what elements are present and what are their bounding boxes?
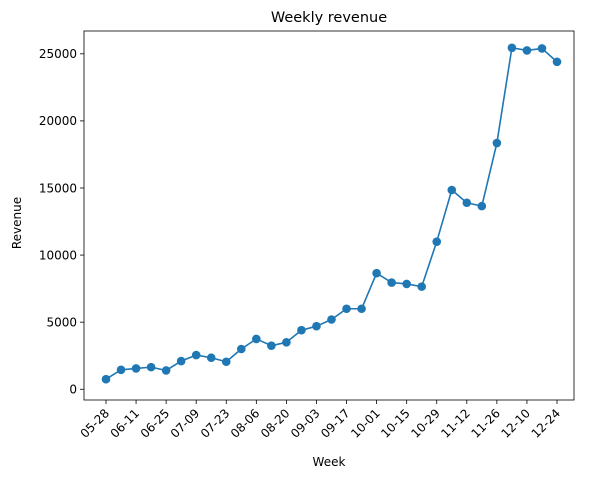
x-tick-label: 11-26: [468, 406, 503, 441]
data-point: [402, 280, 411, 289]
data-point: [387, 278, 396, 287]
x-tick-label: 05-28: [78, 406, 113, 441]
data-point: [508, 43, 517, 52]
data-point: [553, 58, 562, 67]
x-tick-label: 12-24: [529, 406, 564, 441]
data-point: [478, 202, 487, 211]
x-tick-label: 10-01: [348, 406, 383, 441]
data-point: [267, 341, 276, 350]
data-point: [493, 139, 502, 148]
x-tick-label: 07-23: [198, 406, 233, 441]
data-point: [237, 345, 246, 354]
data-point: [463, 198, 472, 207]
x-tick-label: 08-20: [258, 406, 293, 441]
x-axis-label: Week: [313, 455, 346, 469]
x-axis: 05-2806-1106-2507-0907-2308-0608-2009-03…: [78, 400, 564, 441]
data-point: [312, 322, 321, 331]
x-tick-label: 12-10: [498, 406, 533, 441]
data-point: [417, 282, 426, 291]
plot-frame: [84, 31, 574, 400]
data-point: [132, 364, 141, 373]
y-tick-label: 0: [69, 383, 77, 397]
x-tick-label: 09-17: [318, 406, 353, 441]
plot-area: [102, 43, 562, 383]
y-tick-label: 20000: [39, 114, 77, 128]
data-point: [207, 353, 216, 362]
data-point: [297, 326, 306, 335]
y-tick-label: 15000: [39, 181, 77, 195]
data-point: [327, 315, 336, 324]
data-point: [432, 237, 441, 246]
data-point: [162, 366, 171, 375]
data-point: [447, 186, 456, 195]
data-point: [177, 357, 186, 366]
y-tick-label: 25000: [39, 47, 77, 61]
data-point: [252, 335, 261, 344]
series-line: [106, 48, 557, 379]
x-tick-label: 06-11: [108, 406, 143, 441]
y-tick-label: 5000: [46, 315, 77, 329]
y-axis: 0 5000 10000 15000 20000 25000: [39, 47, 84, 396]
x-tick-label: 06-25: [138, 406, 173, 441]
x-tick-label: 09-03: [288, 406, 323, 441]
x-tick-label: 07-09: [168, 406, 203, 441]
x-tick-label: 08-06: [228, 406, 263, 441]
chart-title: Weekly revenue: [271, 10, 387, 26]
data-point: [147, 363, 156, 372]
data-point: [117, 366, 126, 375]
y-axis-label: Revenue: [10, 197, 24, 249]
y-tick-label: 10000: [39, 248, 77, 262]
x-tick-label: 11-12: [438, 406, 473, 441]
data-point: [372, 269, 381, 278]
data-point: [282, 338, 291, 347]
data-point: [222, 357, 231, 366]
data-point: [192, 351, 201, 360]
data-point: [357, 304, 366, 313]
data-point: [342, 304, 351, 313]
data-point: [538, 44, 547, 53]
data-point: [523, 46, 532, 55]
data-point: [102, 375, 111, 384]
x-tick-label: 10-15: [378, 406, 413, 441]
x-tick-label: 10-29: [408, 406, 443, 441]
